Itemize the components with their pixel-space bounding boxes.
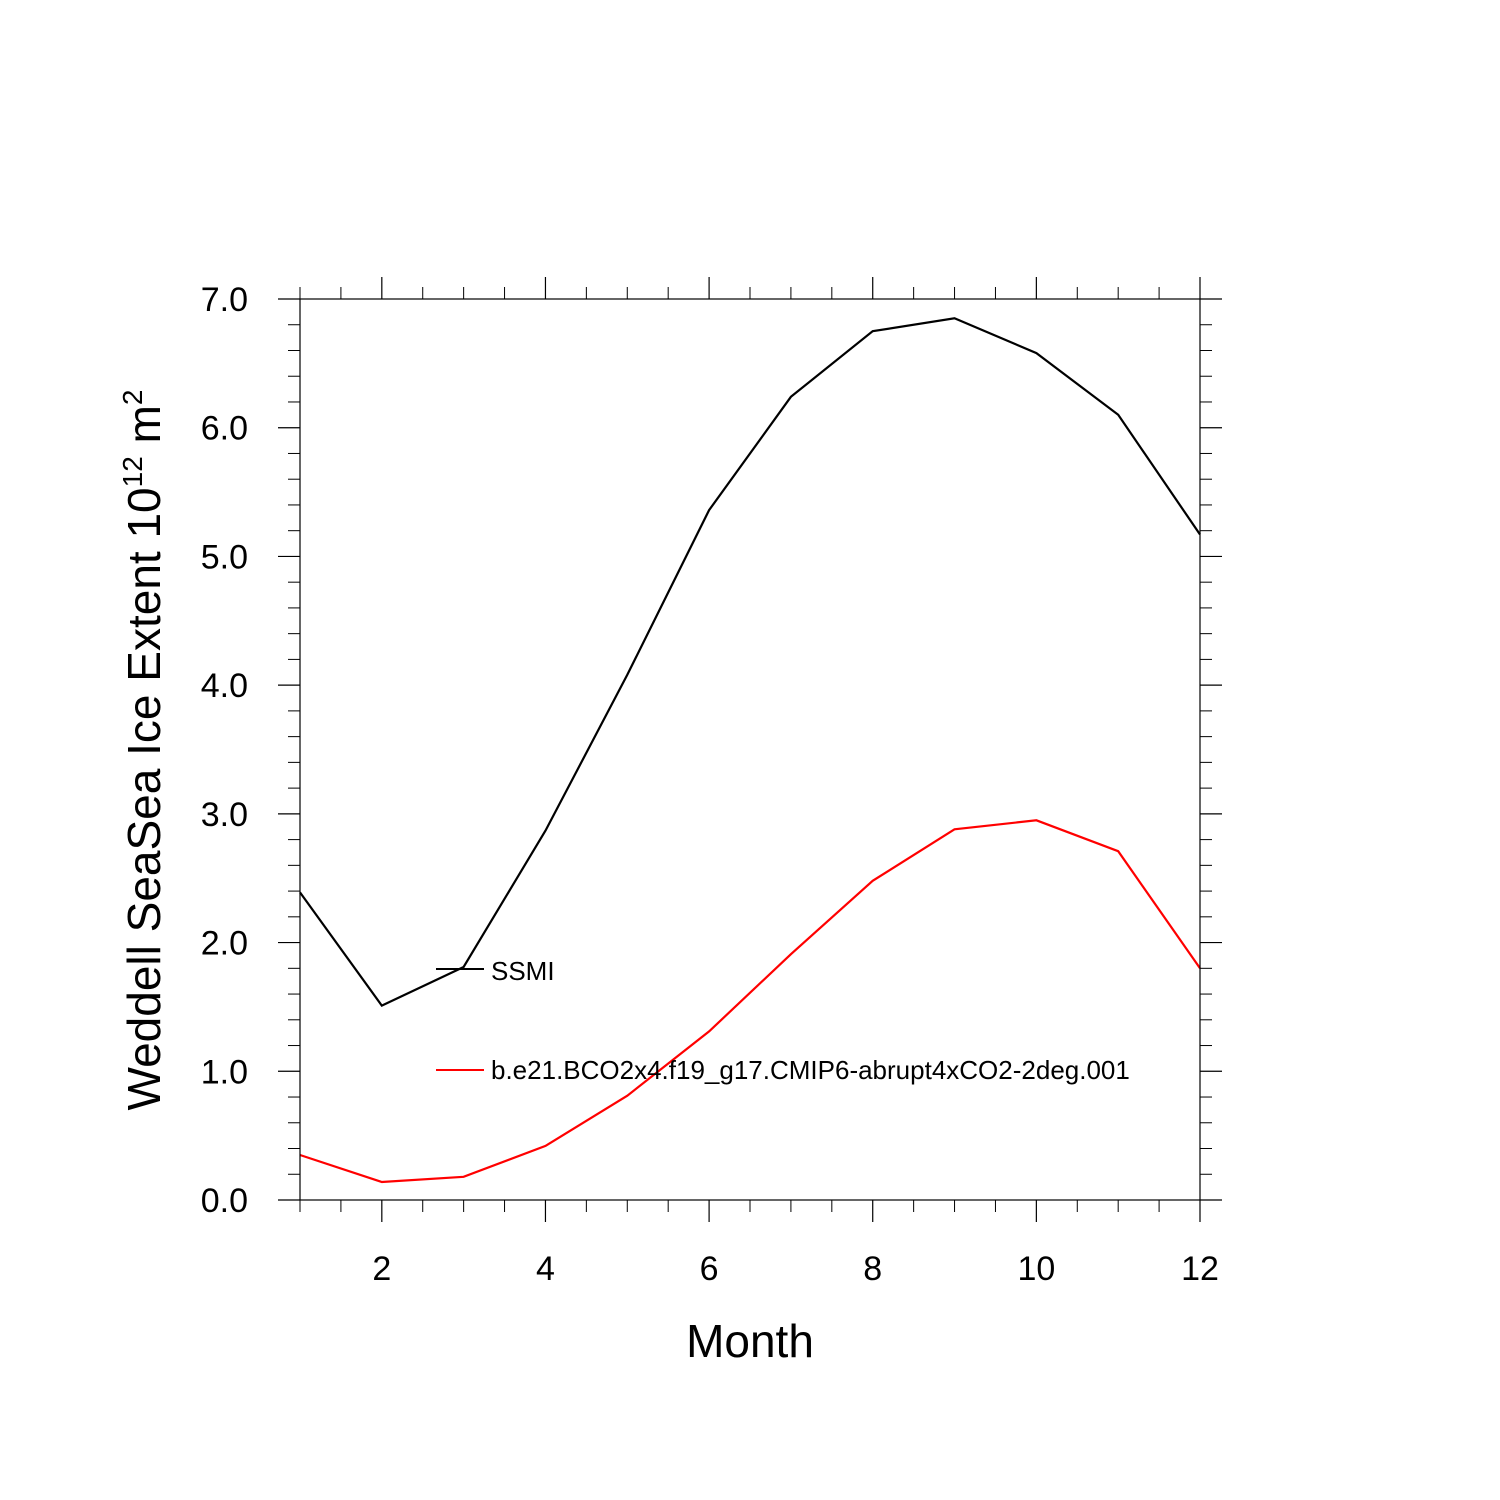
y-tick-label: 2.0 bbox=[201, 925, 248, 963]
x-tick-labels: 2 4 6 8 10 12 bbox=[372, 1250, 1219, 1288]
legend-label-ssmi: SSMI bbox=[491, 956, 555, 986]
y-axis-label-main: Weddell SeaSea Ice Extent 10 bbox=[118, 487, 170, 1110]
y-tick-labels: 0.0 1.0 2.0 3.0 4.0 5.0 6.0 7.0 bbox=[201, 281, 248, 1220]
y-tick-label: 3.0 bbox=[201, 796, 248, 834]
x-axis-label: Month bbox=[686, 1315, 814, 1367]
minor-ticks bbox=[288, 287, 1212, 1212]
legend: SSMI b.e21.BCO2x4.f19_g17.CMIP6-abrupt4x… bbox=[436, 956, 1130, 1085]
major-ticks bbox=[278, 277, 1222, 1222]
x-tick-label: 12 bbox=[1181, 1250, 1219, 1288]
series-line-model bbox=[299, 819, 1201, 1184]
plot-frame bbox=[299, 298, 1201, 1201]
x-tick-label: 6 bbox=[700, 1250, 719, 1288]
y-axis-label-exponent-2: 2 bbox=[117, 390, 148, 406]
y-tick-label: 4.0 bbox=[201, 667, 248, 705]
y-tick-label: 5.0 bbox=[201, 538, 248, 576]
y-tick-label: 1.0 bbox=[201, 1053, 248, 1091]
legend-label-model: b.e21.BCO2x4.f19_g17.CMIP6-abrupt4xCO2-2… bbox=[491, 1055, 1130, 1085]
x-tick-label: 10 bbox=[1017, 1250, 1055, 1288]
series-line-ssmi bbox=[299, 317, 1201, 1007]
y-axis-label-unit: m bbox=[118, 405, 170, 456]
y-axis-label-exponent-1: 12 bbox=[117, 456, 148, 487]
series-lines bbox=[299, 317, 1201, 1184]
y-axis-label: Weddell SeaSea Ice Extent 1012 m2 bbox=[117, 390, 170, 1111]
y-tick-label: 0.0 bbox=[201, 1182, 248, 1220]
x-tick-label: 8 bbox=[863, 1250, 882, 1288]
x-tick-label: 2 bbox=[372, 1250, 391, 1288]
x-tick-label: 4 bbox=[536, 1250, 555, 1288]
y-tick-label: 7.0 bbox=[201, 281, 248, 319]
y-tick-label: 6.0 bbox=[201, 410, 248, 448]
